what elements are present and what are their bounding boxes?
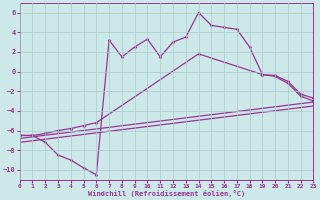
X-axis label: Windchill (Refroidissement éolien,°C): Windchill (Refroidissement éolien,°C) (88, 190, 245, 197)
